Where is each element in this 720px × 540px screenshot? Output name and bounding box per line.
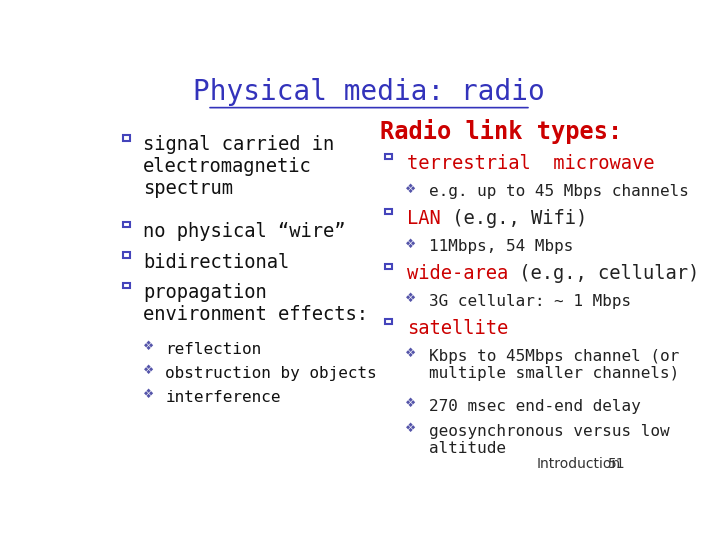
Bar (385, 264, 392, 269)
Text: 11Mbps, 54 Mbps: 11Mbps, 54 Mbps (429, 239, 574, 254)
Text: bidirectional: bidirectional (143, 253, 289, 272)
Text: ❖: ❖ (405, 422, 416, 435)
Text: Radio link types:: Radio link types: (380, 119, 622, 144)
Text: interference: interference (166, 390, 281, 405)
Text: 270 msec end-end delay: 270 msec end-end delay (429, 399, 641, 414)
Text: ❖: ❖ (143, 340, 154, 353)
Text: ❖: ❖ (405, 292, 416, 306)
Bar (385, 209, 392, 214)
Text: ❖: ❖ (405, 183, 416, 195)
Text: signal carried in
electromagnetic
spectrum: signal carried in electromagnetic spectr… (143, 136, 334, 199)
Bar (385, 319, 392, 324)
Text: wide-area: wide-area (407, 264, 508, 283)
Text: geosynchronous versus low
altitude: geosynchronous versus low altitude (429, 424, 670, 456)
Bar (122, 283, 130, 288)
Text: ❖: ❖ (143, 388, 154, 401)
Text: no physical “wire”: no physical “wire” (143, 222, 346, 241)
Text: propagation
environment effects:: propagation environment effects: (143, 283, 368, 324)
Text: ❖: ❖ (405, 347, 416, 360)
Text: 3G cellular: ~ 1 Mbps: 3G cellular: ~ 1 Mbps (429, 294, 631, 309)
Text: ❖: ❖ (143, 364, 154, 377)
Text: LAN: LAN (407, 209, 441, 228)
Bar (385, 154, 392, 159)
Bar (122, 252, 130, 258)
Text: (e.g., Wifi): (e.g., Wifi) (441, 209, 587, 228)
Bar (122, 222, 130, 227)
Text: terrestrial  microwave: terrestrial microwave (407, 154, 654, 173)
Text: obstruction by objects: obstruction by objects (166, 366, 377, 381)
Text: Kbps to 45Mbps channel (or
multiple smaller channels): Kbps to 45Mbps channel (or multiple smal… (429, 349, 680, 381)
Text: e.g. up to 45 Mbps channels: e.g. up to 45 Mbps channels (429, 184, 689, 199)
Text: 51: 51 (608, 457, 626, 471)
Text: ❖: ❖ (405, 238, 416, 251)
Text: reflection: reflection (166, 342, 261, 357)
Bar (122, 135, 130, 140)
Text: ❖: ❖ (405, 397, 416, 410)
Text: Physical media: radio: Physical media: radio (193, 78, 545, 106)
Text: (e.g., cellular): (e.g., cellular) (508, 264, 699, 283)
Text: satellite: satellite (407, 319, 508, 338)
Text: Introduction: Introduction (536, 457, 621, 471)
